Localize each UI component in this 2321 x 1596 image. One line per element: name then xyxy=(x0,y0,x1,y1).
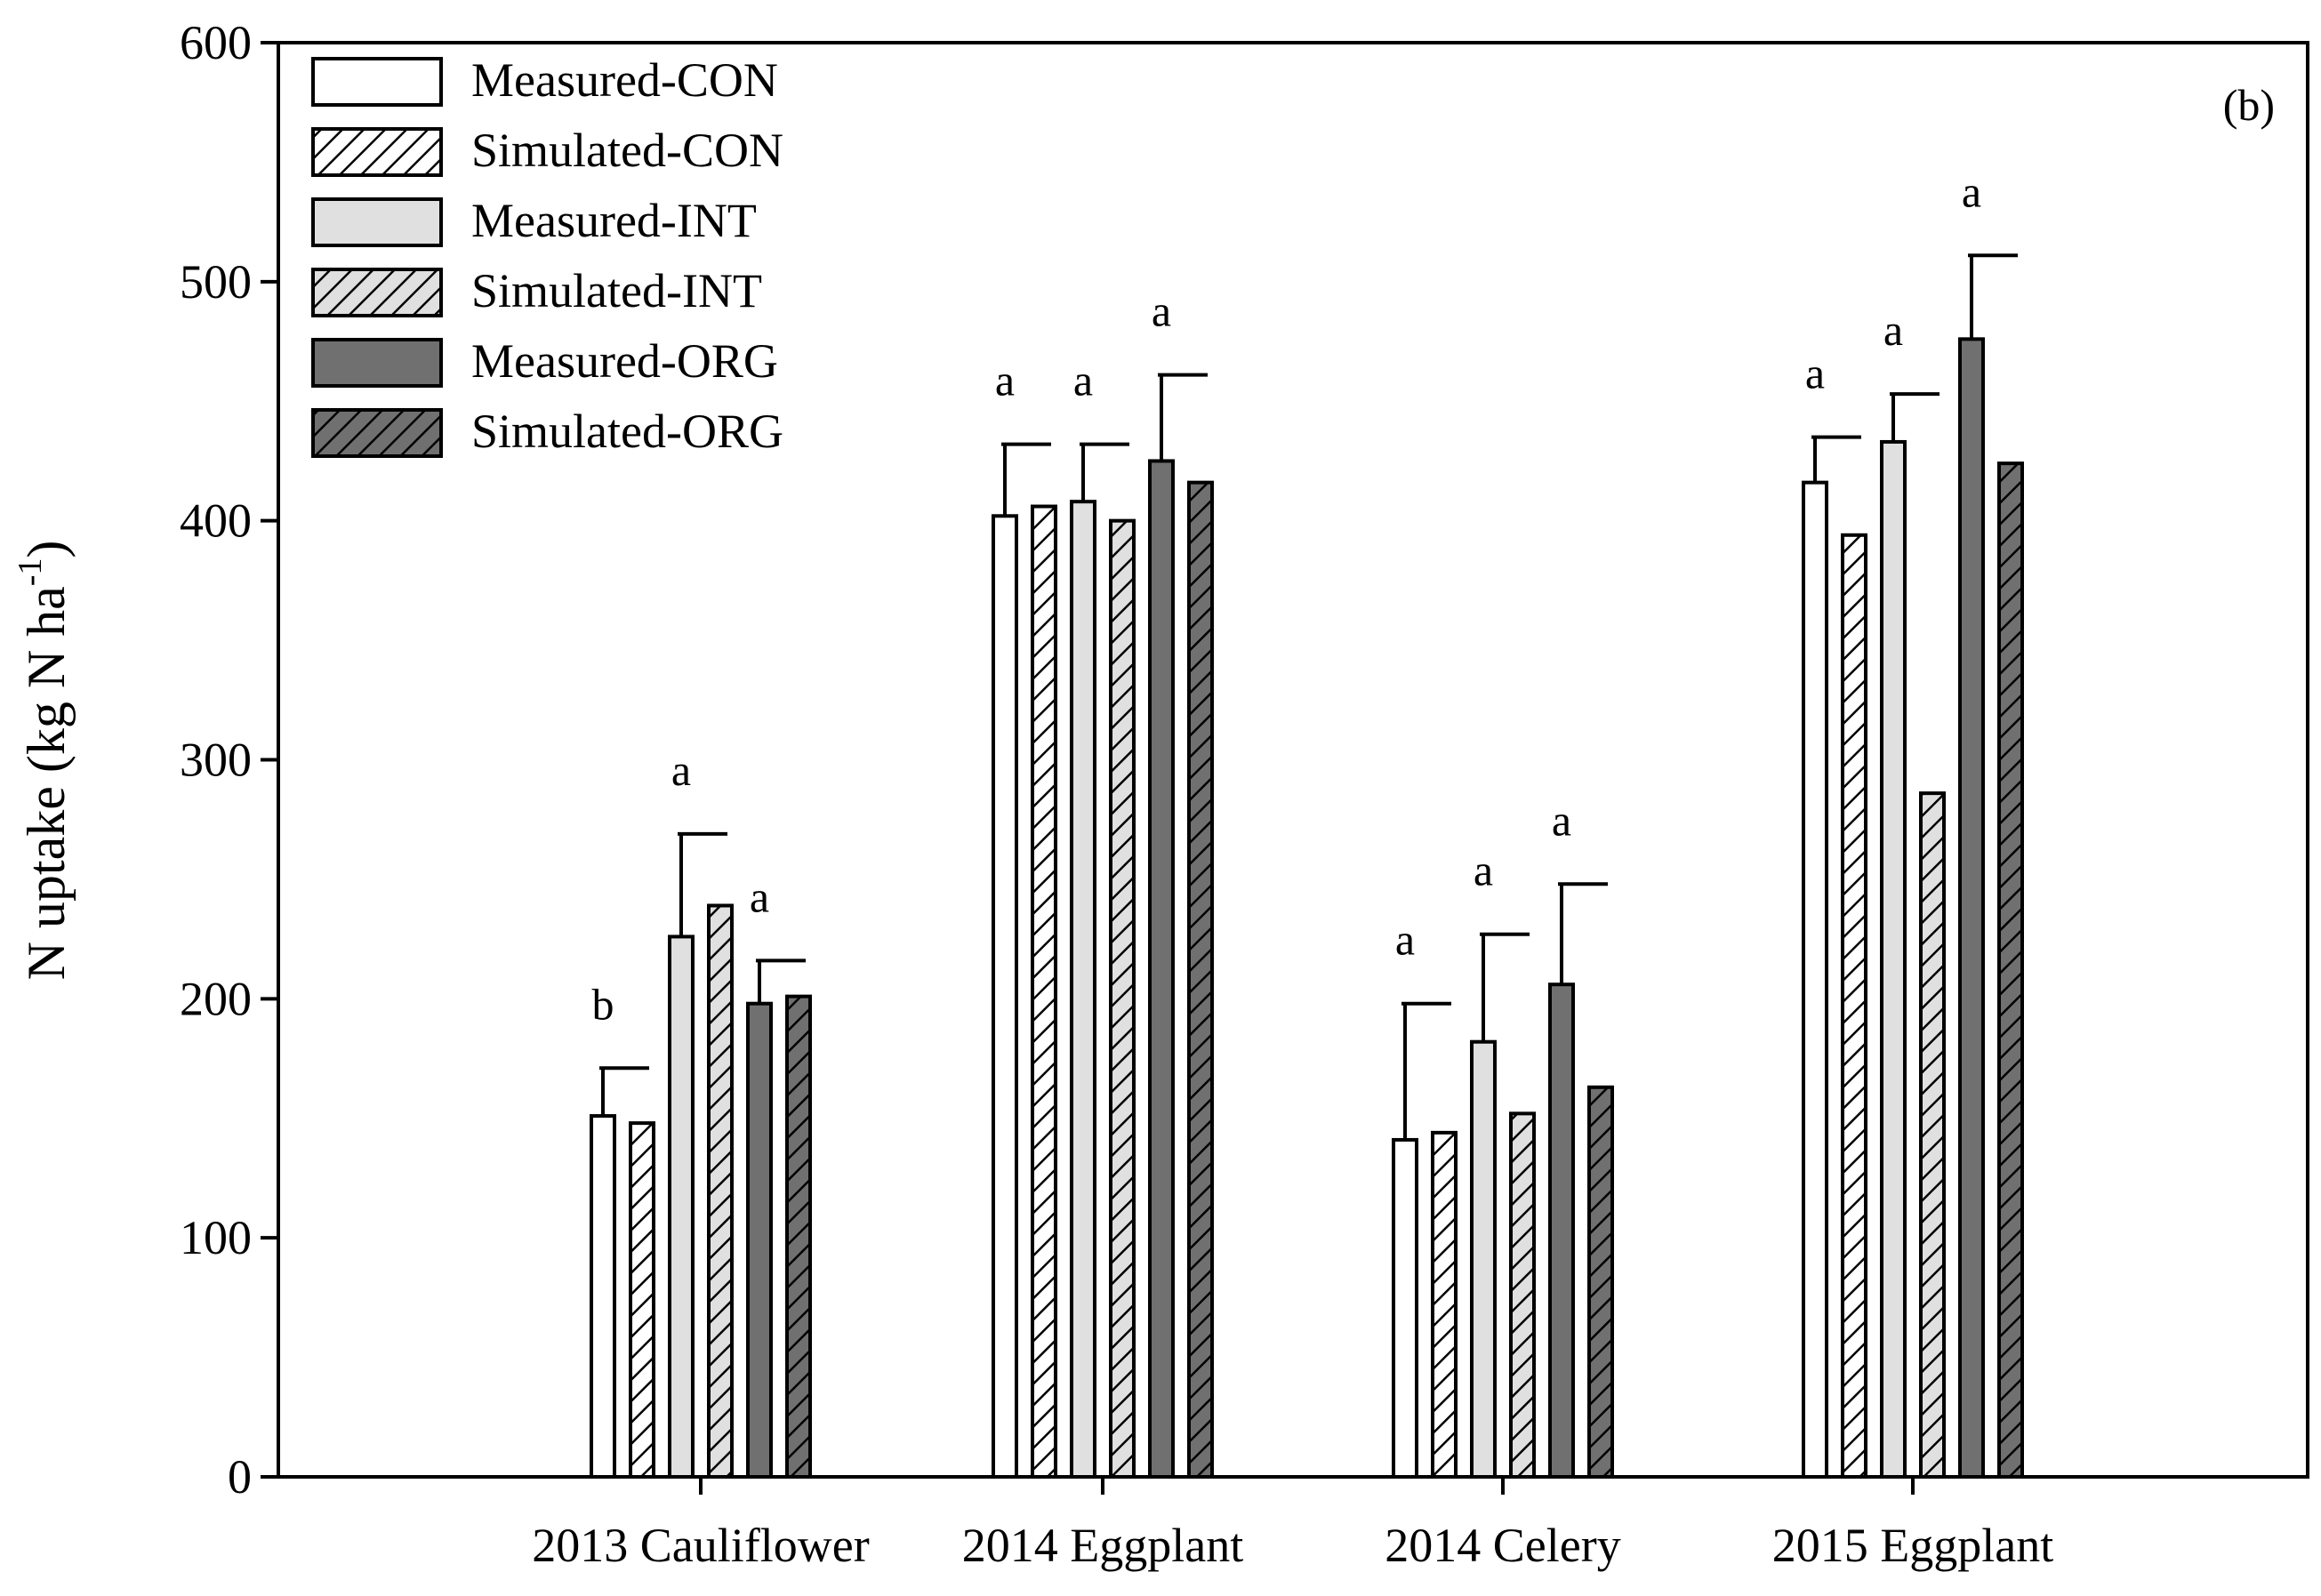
bar xyxy=(1031,504,1057,1480)
significance-letter: a xyxy=(1552,795,1571,845)
bar xyxy=(1587,1085,1614,1479)
bar xyxy=(1148,459,1175,1479)
x-tick-label: 2015 Eggplant xyxy=(1772,1519,2053,1572)
legend-label: Simulated-ORG xyxy=(471,405,783,458)
legend-label: Simulated-CON xyxy=(471,124,783,177)
bar xyxy=(629,1121,655,1480)
x-tick-label: 2014 Celery xyxy=(1385,1519,1620,1572)
significance-letter: b xyxy=(592,979,614,1029)
bar xyxy=(1919,791,1946,1479)
significance-letter: a xyxy=(1474,846,1493,895)
y-axis-title-main: N uptake (kg N ha xyxy=(17,586,76,980)
x-axis: 2013 Cauliflower 2014 Eggplant 2014 Celery… xyxy=(532,1477,2053,1572)
bar xyxy=(1187,480,1214,1479)
legend-swatch xyxy=(311,268,443,317)
y-axis-title-superscript: -1 xyxy=(12,558,49,587)
bar xyxy=(1841,533,1867,1480)
bar xyxy=(590,1114,616,1479)
bar xyxy=(1070,500,1096,1479)
legend-swatch xyxy=(311,127,443,177)
bar xyxy=(668,934,695,1479)
legend-swatch xyxy=(311,338,443,388)
significance-letter: a xyxy=(1073,356,1093,405)
bar xyxy=(1109,518,1136,1480)
bar xyxy=(1958,337,1985,1479)
bar xyxy=(1880,439,1907,1479)
significance-letter: a xyxy=(995,356,1015,405)
x-tick-label: 2014 Eggplant xyxy=(962,1519,1243,1572)
panel-label: (b) xyxy=(2223,80,2275,130)
y-axis-title-close: ) xyxy=(17,541,76,558)
bar xyxy=(1431,1130,1458,1479)
legend-swatch xyxy=(311,408,443,458)
y-axis-title: N uptake (kg N ha-1) xyxy=(12,541,76,981)
legend-label: Measured-INT xyxy=(471,194,757,247)
bar xyxy=(707,903,734,1479)
significance-letter: a xyxy=(1962,166,1981,216)
y-tick-label: 500 xyxy=(180,255,252,309)
significance-letter: a xyxy=(671,745,691,795)
legend-swatch xyxy=(311,57,443,107)
bar xyxy=(1509,1111,1536,1479)
x-tick-label: 2013 Cauliflower xyxy=(532,1519,869,1572)
y-tick-label: 100 xyxy=(180,1211,252,1264)
bar xyxy=(1997,461,2024,1480)
bar xyxy=(746,1001,773,1479)
bar xyxy=(992,514,1018,1479)
legend-swatch xyxy=(311,197,443,247)
bar xyxy=(785,994,812,1479)
bar xyxy=(1470,1039,1497,1480)
legend-label: Simulated-INT xyxy=(471,264,762,317)
bars: b a a a a a a a a a a a xyxy=(590,166,2024,1480)
significance-letter: a xyxy=(1395,915,1415,965)
bar xyxy=(1802,480,1828,1479)
legend-label: Measured-CON xyxy=(471,53,778,107)
bar xyxy=(1548,982,1575,1480)
significance-letter: a xyxy=(750,871,769,921)
significance-letter: a xyxy=(1152,286,1171,336)
y-axis: 0 100 200 300 400 500 600 xyxy=(180,16,278,1504)
y-tick-label: 400 xyxy=(180,494,252,548)
y-tick-label: 0 xyxy=(228,1450,252,1504)
significance-letter: a xyxy=(1883,305,1903,355)
y-tick-label: 600 xyxy=(180,16,252,69)
y-tick-label: 200 xyxy=(180,972,252,1025)
legend-label: Measured-ORG xyxy=(471,334,778,388)
legend: Measured-CON Simulated-CON Measured-INT Sim… xyxy=(311,53,783,458)
y-tick-label: 300 xyxy=(180,734,252,787)
significance-letter: a xyxy=(1805,349,1825,398)
bar xyxy=(1392,1137,1418,1479)
